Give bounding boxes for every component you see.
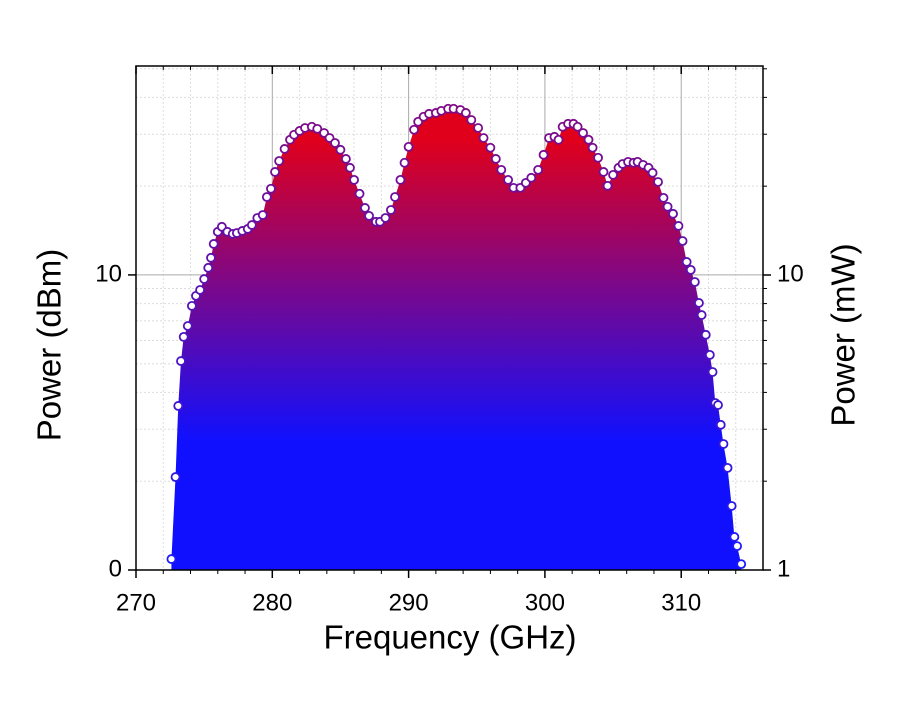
- marker: [653, 177, 663, 187]
- y-tick-label: 0: [109, 555, 122, 582]
- marker: [345, 162, 355, 173]
- y2-tick-label: 1: [777, 555, 790, 582]
- marker: [195, 285, 205, 295]
- marker: [673, 221, 684, 231]
- marker: [713, 400, 723, 410]
- marker: [689, 277, 700, 287]
- marker: [395, 175, 406, 185]
- marker: [583, 134, 594, 145]
- marker: [186, 301, 197, 311]
- marker: [700, 329, 711, 340]
- marker: [466, 115, 477, 125]
- marker: [602, 180, 613, 191]
- marker: [257, 210, 268, 220]
- marker: [490, 154, 501, 164]
- marker: [726, 501, 737, 511]
- marker: [578, 128, 588, 138]
- marker: [403, 141, 414, 152]
- marker: [685, 265, 696, 275]
- x-tick-label: 270: [116, 589, 156, 616]
- marker: [732, 541, 743, 551]
- marker: [598, 167, 609, 177]
- marker: [658, 193, 669, 203]
- marker: [274, 156, 285, 166]
- marker: [170, 472, 181, 482]
- marker: [312, 123, 323, 134]
- x-axis-label: Frequency (GHz): [323, 619, 576, 656]
- marker: [385, 205, 396, 215]
- marker: [533, 164, 543, 175]
- marker: [261, 192, 272, 202]
- marker: [668, 208, 678, 219]
- marker: [206, 252, 216, 263]
- marker: [526, 172, 537, 183]
- marker: [729, 532, 740, 542]
- marker: [360, 203, 370, 213]
- marker: [593, 152, 603, 163]
- marker: [364, 211, 374, 221]
- x-tick-label: 300: [525, 589, 565, 616]
- marker: [662, 201, 673, 212]
- plot-frame: [135, 65, 764, 571]
- y2-tick-label: 10: [777, 260, 804, 287]
- marker: [390, 192, 400, 202]
- marker: [736, 559, 747, 569]
- marker: [330, 138, 340, 148]
- area: [171, 108, 742, 570]
- marker: [173, 401, 184, 411]
- marker: [279, 144, 290, 154]
- marker: [694, 298, 704, 308]
- marker: [341, 154, 351, 164]
- marker: [409, 124, 419, 135]
- marker: [572, 121, 583, 132]
- marker: [354, 188, 365, 199]
- marker: [335, 144, 346, 155]
- marker: [176, 356, 186, 366]
- marker: [266, 183, 276, 194]
- marker: [704, 349, 715, 360]
- marker: [349, 175, 359, 185]
- marker: [677, 236, 688, 246]
- marker: [166, 554, 177, 564]
- marker: [707, 367, 718, 377]
- marker: [696, 310, 707, 320]
- marker: [553, 134, 564, 145]
- marker: [538, 149, 549, 160]
- marker: [681, 257, 692, 267]
- marker: [270, 167, 280, 177]
- y-axis-label: Power (dBm): [31, 249, 68, 442]
- x-tick-label: 290: [389, 589, 429, 616]
- marker: [380, 213, 391, 223]
- marker: [503, 175, 514, 185]
- marker: [478, 133, 489, 143]
- x-tick-label: 280: [252, 589, 292, 616]
- marker: [647, 167, 658, 178]
- x-tick-label: 310: [661, 589, 701, 616]
- marker: [496, 164, 507, 175]
- marker: [587, 142, 598, 153]
- marker: [199, 274, 210, 284]
- marker: [473, 123, 484, 133]
- marker: [715, 419, 726, 430]
- marker: [608, 169, 618, 180]
- marker: [399, 157, 410, 168]
- y2-axis-label: Power (mW): [825, 243, 862, 426]
- marker: [182, 321, 193, 331]
- marker: [178, 331, 189, 342]
- marker: [208, 239, 219, 249]
- marker: [246, 220, 257, 230]
- marker: [203, 262, 214, 273]
- y-tick-label: 10: [95, 260, 122, 287]
- marker: [485, 142, 496, 153]
- marker: [460, 108, 471, 118]
- marker: [722, 463, 733, 473]
- marker: [718, 439, 729, 449]
